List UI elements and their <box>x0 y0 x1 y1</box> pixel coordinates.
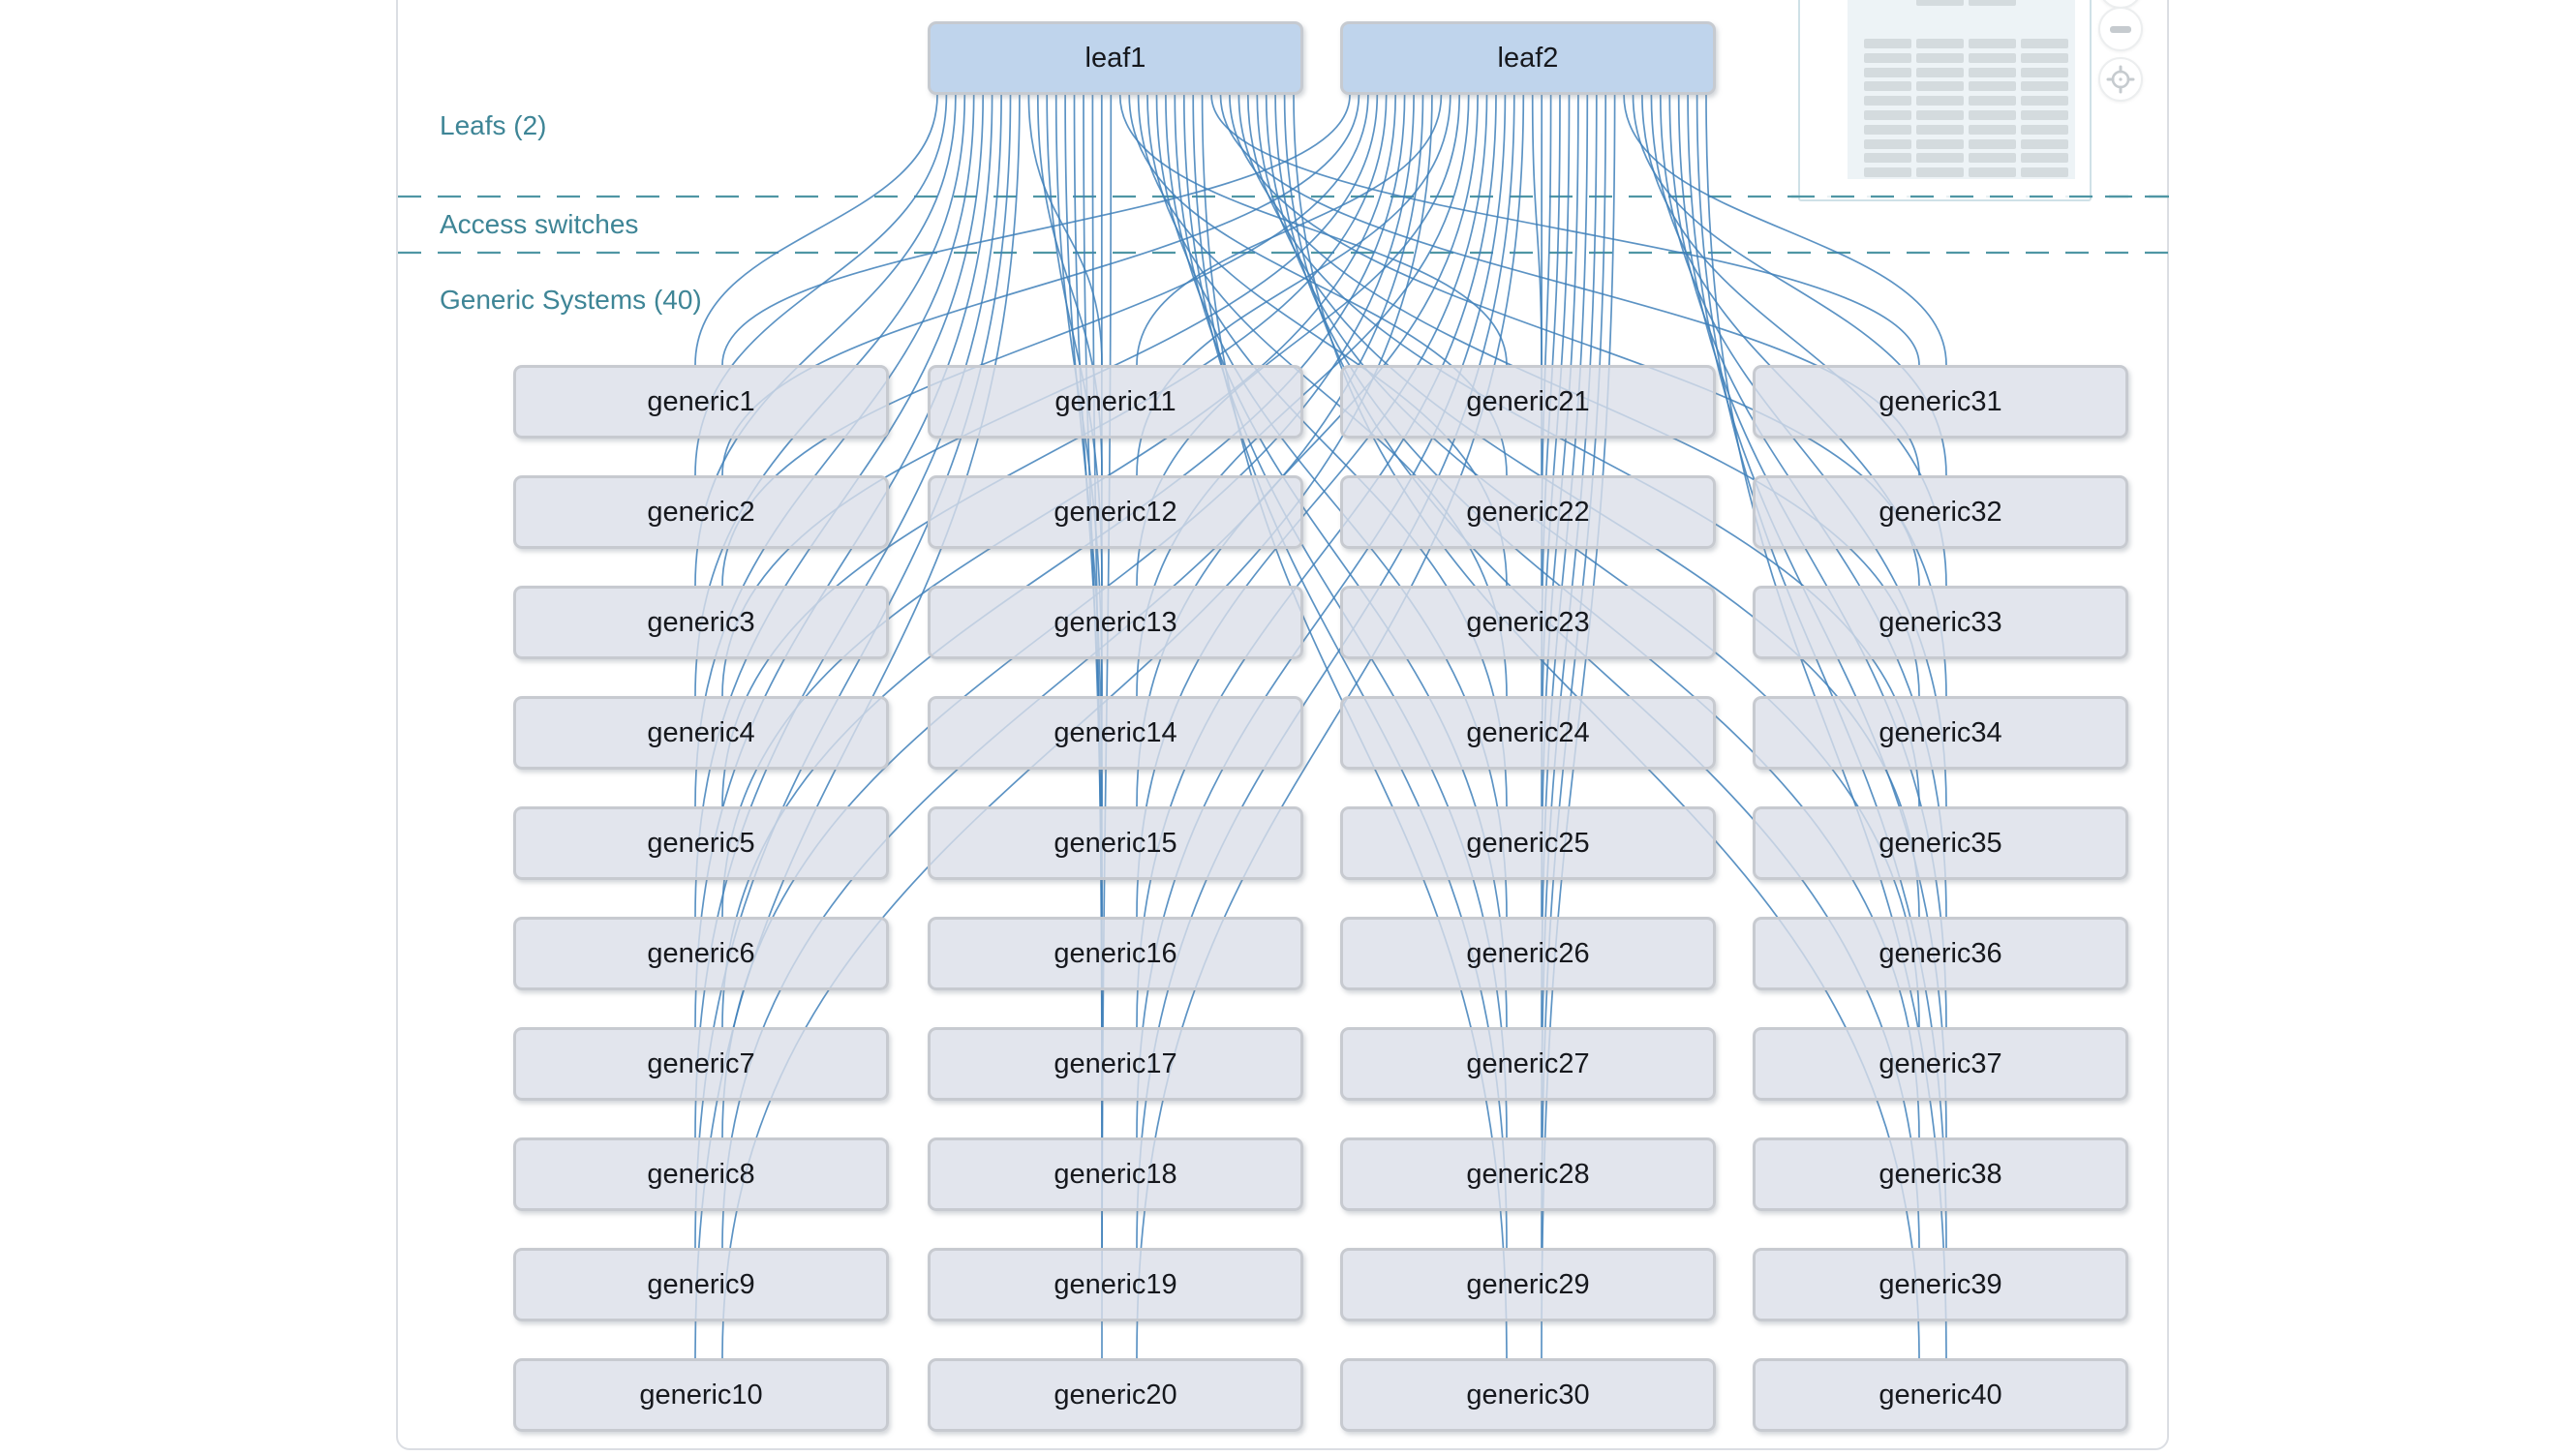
minimap-node-bar <box>1916 53 1964 63</box>
node-generic[interactable]: generic3 <box>513 586 889 659</box>
minimap[interactable] <box>1798 0 2092 201</box>
node-generic[interactable]: generic11 <box>928 365 1303 439</box>
minimap-node-bar <box>1864 110 1911 120</box>
node-generic[interactable]: generic16 <box>928 917 1303 990</box>
minimap-node-bar <box>2021 53 2068 63</box>
minimap-node-bar <box>2021 153 2068 163</box>
node-generic[interactable]: generic1 <box>513 365 889 439</box>
tier-label-leafs: Leafs (2) <box>440 110 547 140</box>
minimap-node-bar <box>1969 139 2016 149</box>
minimap-node-bar <box>2021 81 2068 91</box>
node-generic[interactable]: generic32 <box>1753 475 2128 549</box>
minimap-node-bar <box>1864 53 1911 63</box>
node-generic[interactable]: generic35 <box>1753 806 2128 880</box>
node-generic[interactable]: generic28 <box>1340 1138 1716 1211</box>
node-generic[interactable]: generic6 <box>513 917 889 990</box>
tier-label-generic-systems: Generic Systems (40) <box>440 285 702 315</box>
minimap-node-bar <box>2021 139 2068 149</box>
node-generic[interactable]: generic5 <box>513 806 889 880</box>
minimap-node-bar <box>1969 110 2016 120</box>
minimap-node-bar <box>2021 110 2068 120</box>
minimap-node-bar <box>1969 125 2016 135</box>
locate-button[interactable] <box>2098 57 2143 102</box>
node-generic[interactable]: generic26 <box>1340 917 1716 990</box>
minimap-node-bar <box>1969 96 2016 106</box>
node-generic[interactable]: generic7 <box>513 1027 889 1101</box>
node-leaf[interactable]: leaf2 <box>1340 21 1716 95</box>
minimap-node-bar <box>1916 39 1964 48</box>
node-generic[interactable]: generic37 <box>1753 1027 2128 1101</box>
topology-panel <box>396 0 2169 1450</box>
node-leaf[interactable]: leaf1 <box>928 21 1303 95</box>
minimap-node-bar <box>1864 96 1911 106</box>
node-generic[interactable]: generic40 <box>1753 1358 2128 1432</box>
node-generic[interactable]: generic14 <box>928 696 1303 770</box>
node-generic[interactable]: generic12 <box>928 475 1303 549</box>
node-generic[interactable]: generic10 <box>513 1358 889 1432</box>
node-generic[interactable]: generic13 <box>928 586 1303 659</box>
minimap-node-bar <box>1916 68 1964 77</box>
minimap-node-bar <box>2021 125 2068 135</box>
minimap-node-bar <box>1916 167 1964 177</box>
crosshair-icon <box>2106 65 2135 94</box>
node-generic[interactable]: generic36 <box>1753 917 2128 990</box>
node-generic[interactable]: generic21 <box>1340 365 1716 439</box>
minimap-node-bar <box>1969 167 2016 177</box>
node-generic[interactable]: generic39 <box>1753 1248 2128 1321</box>
node-generic[interactable]: generic30 <box>1340 1358 1716 1432</box>
minimap-node-bar <box>1864 68 1911 77</box>
node-generic[interactable]: generic4 <box>513 696 889 770</box>
minimap-node-bar <box>1864 39 1911 48</box>
node-generic[interactable]: generic8 <box>513 1138 889 1211</box>
minimap-node-bar <box>1969 68 2016 77</box>
minimap-leaf-bar <box>1969 0 2016 6</box>
minimap-node-bar <box>1916 125 1964 135</box>
node-generic[interactable]: generic18 <box>928 1138 1303 1211</box>
minimap-node-bar <box>1916 81 1964 91</box>
minimap-node-bar <box>1916 153 1964 163</box>
minimap-node-bar <box>1969 153 2016 163</box>
minimap-node-bar <box>1969 81 2016 91</box>
minimap-node-bar <box>1916 96 1964 106</box>
minimap-node-bar <box>2021 68 2068 77</box>
node-generic[interactable]: generic33 <box>1753 586 2128 659</box>
minimap-node-bar <box>1916 139 1964 149</box>
node-generic[interactable]: generic29 <box>1340 1248 1716 1321</box>
minimap-node-bar <box>1916 110 1964 120</box>
minimap-node-bar <box>2021 39 2068 48</box>
node-generic[interactable]: generic23 <box>1340 586 1716 659</box>
node-generic[interactable]: generic15 <box>928 806 1303 880</box>
minimap-node-bar <box>1969 53 2016 63</box>
minimap-leaf-bar <box>1916 0 1964 6</box>
node-generic[interactable]: generic38 <box>1753 1138 2128 1211</box>
minimap-node-bar <box>1969 39 2016 48</box>
zoom-out-button[interactable] <box>2098 7 2143 51</box>
node-generic[interactable]: generic19 <box>928 1248 1303 1321</box>
node-generic[interactable]: generic27 <box>1340 1027 1716 1101</box>
node-generic[interactable]: generic22 <box>1340 475 1716 549</box>
node-generic[interactable]: generic17 <box>928 1027 1303 1101</box>
node-generic[interactable]: generic9 <box>513 1248 889 1321</box>
node-generic[interactable]: generic25 <box>1340 806 1716 880</box>
node-generic[interactable]: generic2 <box>513 475 889 549</box>
node-generic[interactable]: generic34 <box>1753 696 2128 770</box>
minimap-node-bar <box>2021 96 2068 106</box>
node-generic[interactable]: generic31 <box>1753 365 2128 439</box>
minimap-node-bar <box>2021 167 2068 177</box>
minimap-node-bar <box>1864 139 1911 149</box>
minimap-node-bar <box>1864 81 1911 91</box>
minimap-node-bar <box>1864 167 1911 177</box>
tier-label-access-switches: Access switches <box>440 209 639 239</box>
minimap-node-bar <box>1864 125 1911 135</box>
node-generic[interactable]: generic20 <box>928 1358 1303 1432</box>
minimap-node-bar <box>1864 153 1911 163</box>
minus-icon <box>2110 25 2131 33</box>
node-generic[interactable]: generic24 <box>1340 696 1716 770</box>
